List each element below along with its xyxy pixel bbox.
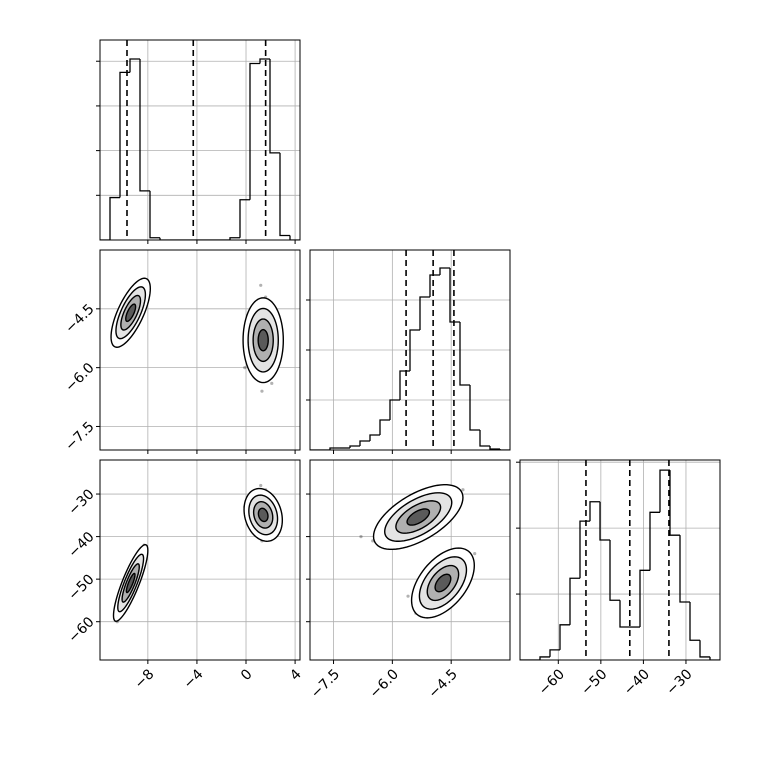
sample-point — [461, 488, 465, 492]
plot-area — [100, 460, 300, 660]
histogram-step — [679, 535, 690, 603]
panel — [96, 39, 301, 244]
histogram-step — [499, 449, 510, 450]
histogram-step — [559, 624, 570, 650]
panel-frame — [99, 459, 301, 661]
histogram-step — [259, 58, 270, 64]
histogram-step — [449, 268, 460, 323]
histogram-step — [599, 501, 610, 541]
histogram-step — [359, 440, 370, 446]
sample-point — [406, 594, 410, 598]
plot-area — [100, 40, 300, 240]
panel-frame — [99, 39, 301, 241]
histogram-step — [229, 237, 240, 240]
histogram-step — [149, 190, 160, 239]
density-contour — [125, 303, 137, 323]
sample-point — [270, 381, 274, 385]
density-contour — [406, 508, 431, 526]
panel-frame — [519, 459, 721, 661]
histogram-step — [409, 329, 420, 371]
histogram-step — [139, 58, 150, 192]
plot-area — [520, 460, 720, 660]
histogram-step — [459, 322, 470, 386]
sample-point — [473, 552, 477, 556]
histogram-step — [609, 540, 620, 601]
plot-area — [310, 250, 510, 450]
histogram-step — [569, 577, 580, 625]
density-contour — [434, 573, 452, 593]
histogram-step — [379, 419, 390, 435]
histogram-step — [109, 196, 120, 240]
histogram-step — [159, 237, 170, 240]
histogram-step — [389, 399, 400, 420]
histogram-step — [419, 296, 430, 330]
histogram-step — [429, 274, 440, 297]
histogram-step — [269, 58, 280, 154]
sample-point — [259, 483, 263, 488]
histogram-step — [489, 446, 500, 450]
density-contour — [257, 328, 269, 352]
histogram-step — [699, 640, 710, 658]
panel — [306, 249, 511, 454]
histogram-step — [669, 470, 680, 536]
histogram-step — [469, 385, 480, 431]
histogram-step — [689, 601, 700, 641]
histogram-step — [709, 656, 720, 660]
histogram-step — [439, 267, 450, 275]
sample-point — [260, 389, 264, 393]
panel-frame — [99, 249, 301, 451]
histogram-step — [329, 447, 340, 450]
histogram-step — [649, 511, 660, 571]
histogram-step — [549, 649, 560, 657]
sample-point — [359, 534, 363, 539]
histogram-step — [479, 430, 490, 447]
sample-point — [259, 283, 263, 287]
plot-area — [310, 460, 510, 660]
histogram-step — [289, 235, 300, 240]
histogram-step — [659, 469, 670, 513]
density-contour — [257, 507, 269, 523]
panel: −7.5 −6.0 −4.5 — [306, 459, 511, 702]
density-contour — [125, 572, 136, 594]
histogram-step — [239, 199, 250, 238]
plot-area — [100, 250, 300, 450]
histogram-step — [349, 445, 360, 448]
sample-point — [243, 366, 247, 370]
panel: −4.5−6.0−7.5 — [62, 249, 301, 454]
histogram-step — [589, 501, 600, 522]
panel-frame — [309, 249, 511, 451]
histogram-step — [619, 600, 630, 628]
histogram-step — [639, 569, 650, 628]
histogram-step — [369, 434, 380, 441]
histogram-step — [539, 656, 550, 660]
histogram-step — [129, 58, 140, 73]
histogram-step — [279, 152, 290, 237]
panel-frame — [309, 459, 511, 661]
histogram-step — [249, 62, 260, 200]
